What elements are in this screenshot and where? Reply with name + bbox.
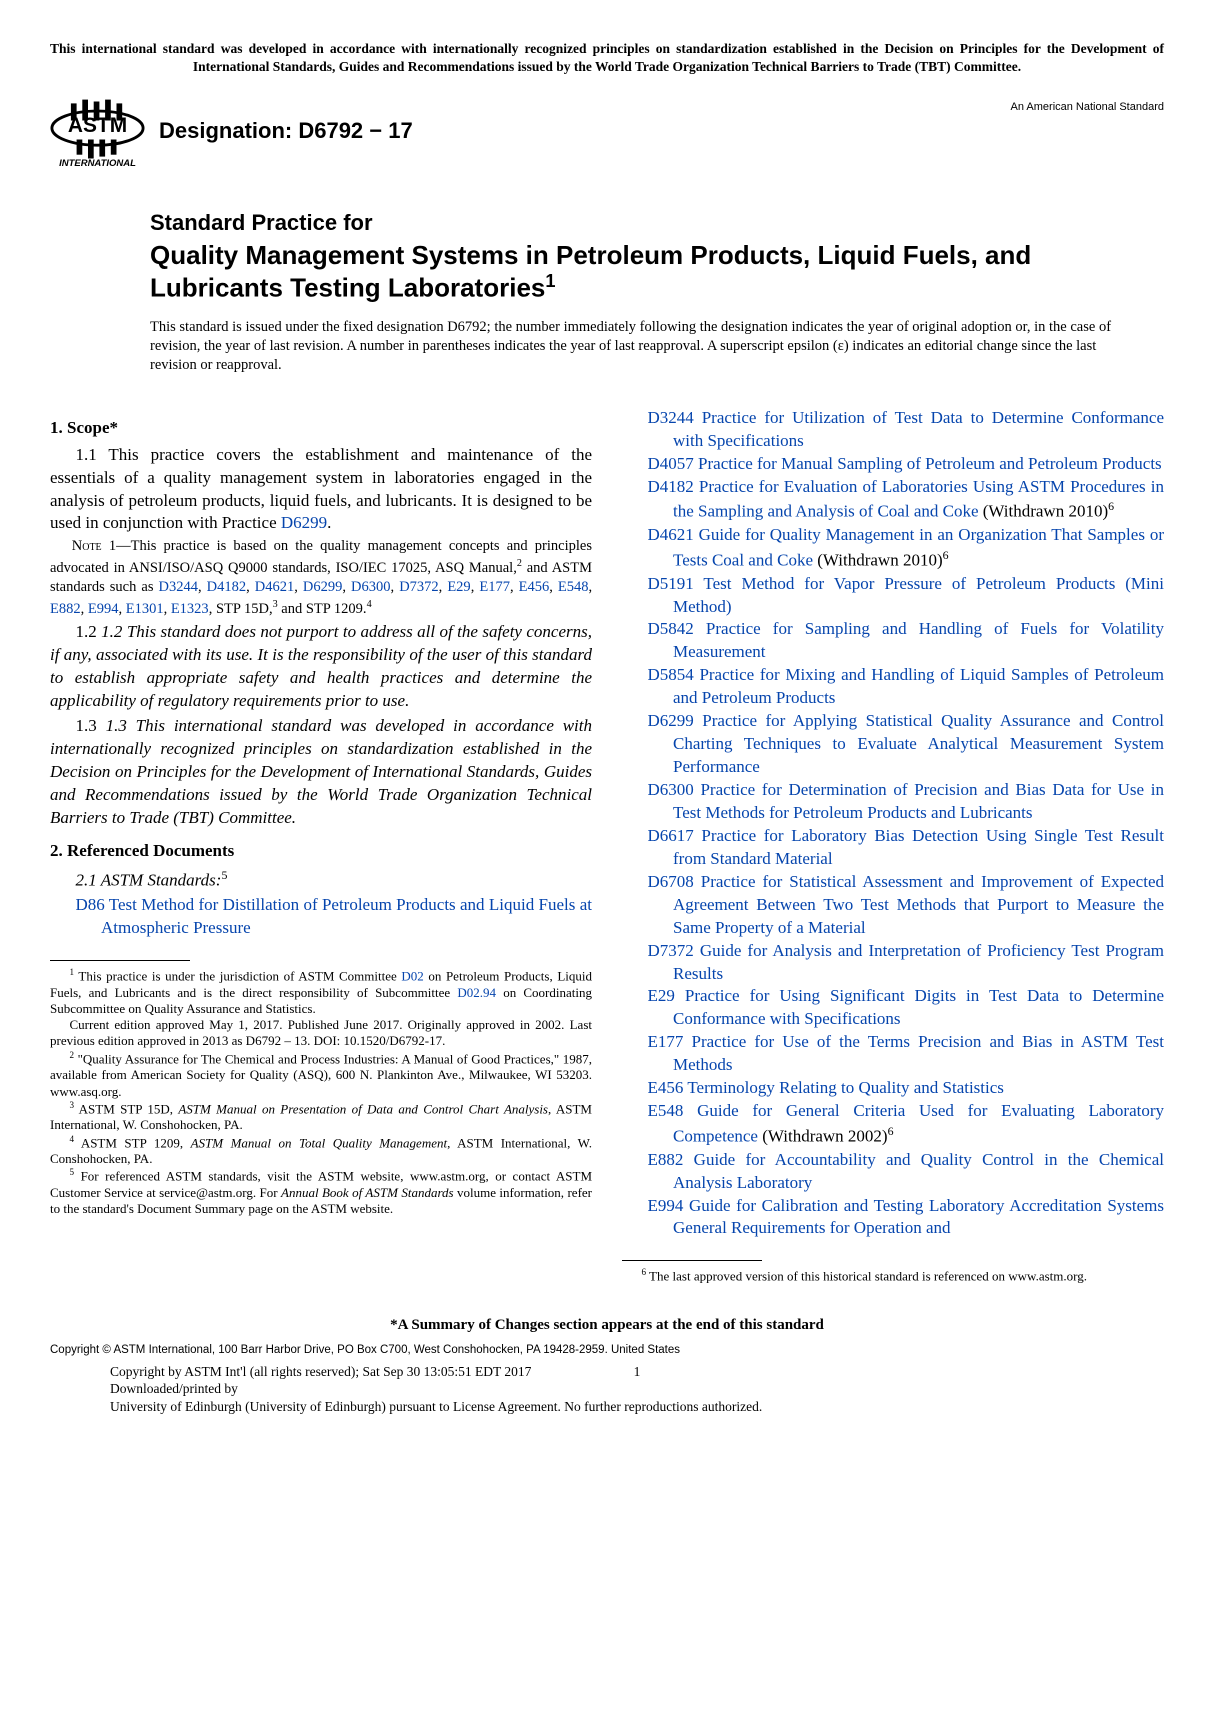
- link-d6300[interactable]: D6300: [351, 579, 390, 595]
- ref-d6617: D6617 Practice for Laboratory Bias Detec…: [622, 825, 1164, 871]
- ref-e548: E548 Guide for General Criteria Used for…: [622, 1100, 1164, 1149]
- footnote-1: 1 This practice is under the jurisdictio…: [50, 967, 592, 1017]
- link-e882[interactable]: E882: [50, 601, 81, 617]
- link-e548[interactable]: E548: [558, 579, 589, 595]
- link-e29[interactable]: E29: [648, 986, 675, 1005]
- footer-line-2: Downloaded/printed by: [110, 1380, 1164, 1398]
- link-d6299[interactable]: D6299: [281, 513, 327, 532]
- ref-d6300: D6300 Practice for Determination of Prec…: [622, 779, 1164, 825]
- link-d6299[interactable]: D6299: [648, 711, 694, 730]
- ref-d7372: D7372 Guide for Analysis and Interpretat…: [622, 940, 1164, 986]
- ref-e456: E456 Terminology Relating to Quality and…: [622, 1077, 1164, 1100]
- footer-line-1: Copyright by ASTM Int'l (all rights rese…: [110, 1364, 531, 1379]
- page-number: 1: [634, 1363, 641, 1381]
- link-e882[interactable]: E882: [648, 1150, 684, 1169]
- astm-logo: ASTM INTERNATIONAL: [50, 92, 145, 168]
- footer-block: Copyright by ASTM Int'l (all rights rese…: [110, 1363, 1164, 1416]
- svg-text:INTERNATIONAL: INTERNATIONAL: [59, 159, 136, 169]
- link-d7372[interactable]: D7372: [399, 579, 438, 595]
- ref-d5191: D5191 Test Method for Vapor Pressure of …: [622, 573, 1164, 619]
- ref-d4057: D4057 Practice for Manual Sampling of Pe…: [622, 453, 1164, 476]
- link-e994[interactable]: E994: [88, 601, 119, 617]
- link-d5191[interactable]: D5191: [648, 574, 694, 593]
- scope-1-3: 1.3 1.3 This international standard was …: [50, 715, 592, 830]
- link-d6708[interactable]: D6708: [648, 872, 694, 891]
- footnote-separator-right: [622, 1260, 762, 1261]
- link-e456[interactable]: E456: [648, 1078, 684, 1097]
- ref-e994: E994 Guide for Calibration and Testing L…: [622, 1195, 1164, 1241]
- ref-e29: E29 Practice for Using Significant Digit…: [622, 985, 1164, 1031]
- an-american-standard: An American National Standard: [1011, 100, 1164, 115]
- link-d4621[interactable]: D4621: [648, 525, 694, 544]
- ref-e177: E177 Practice for Use of the Terms Preci…: [622, 1031, 1164, 1077]
- header-row: ASTM INTERNATIONAL Designation: D6792 − …: [50, 92, 1164, 168]
- ref-d5854: D5854 Practice for Mixing and Handling o…: [622, 664, 1164, 710]
- left-column: 1. Scope* 1.1 This practice covers the e…: [50, 407, 592, 1285]
- footnote-4: 4 ASTM STP 1209, ASTM Manual on Total Qu…: [50, 1134, 592, 1168]
- link-d4182[interactable]: D4182: [207, 579, 246, 595]
- link-d86[interactable]: D86: [76, 895, 105, 914]
- link-d6299[interactable]: D6299: [303, 579, 342, 595]
- ref-d3244: D3244 Practice for Utilization of Test D…: [622, 407, 1164, 453]
- ref-e882: E882 Guide for Accountability and Qualit…: [622, 1149, 1164, 1195]
- pretitle: Standard Practice for: [150, 208, 1164, 238]
- link-e1301[interactable]: E1301: [126, 601, 164, 617]
- footnote-cont: Current edition approved May 1, 2017. Pu…: [50, 1017, 592, 1050]
- footnote-3: 3 ASTM STP 15D, ASTM Manual on Presentat…: [50, 1100, 592, 1134]
- issue-note: This standard is issued under the fixed …: [150, 318, 1124, 375]
- body-columns: 1. Scope* 1.1 This practice covers the e…: [50, 407, 1164, 1285]
- link-e177[interactable]: E177: [648, 1032, 684, 1051]
- link-e994[interactable]: E994: [648, 1196, 684, 1215]
- link-d4182[interactable]: D4182: [648, 477, 694, 496]
- link-d6617[interactable]: D6617: [648, 826, 694, 845]
- right-column: D3244 Practice for Utilization of Test D…: [622, 407, 1164, 1285]
- link-e177[interactable]: E177: [479, 579, 510, 595]
- top-notice: This international standard was develope…: [50, 40, 1164, 76]
- summary-note: *A Summary of Changes section appears at…: [50, 1315, 1164, 1335]
- note-1: Note 1—This practice is based on the qua…: [50, 537, 592, 619]
- footnote-5: 5 For referenced ASTM standards, visit t…: [50, 1167, 592, 1217]
- title-block: Standard Practice for Quality Management…: [150, 208, 1164, 304]
- footnote-separator: [50, 960, 190, 961]
- scope-1-2: 1.2 1.2 This standard does not purport t…: [50, 621, 592, 713]
- link-d3244[interactable]: D3244: [648, 408, 694, 427]
- ref-d6708: D6708 Practice for Statistical Assessmen…: [622, 871, 1164, 940]
- main-title: Quality Management Systems in Petroleum …: [150, 240, 1164, 304]
- scope-heading: 1. Scope*: [50, 417, 592, 440]
- link-d5842[interactable]: D5842: [648, 619, 694, 638]
- link-d3244[interactable]: D3244: [158, 579, 197, 595]
- ref-d6299: D6299 Practice for Applying Statistical …: [622, 710, 1164, 779]
- link-e1323[interactable]: E1323: [171, 601, 209, 617]
- refdoc-heading: 2. Referenced Documents: [50, 840, 592, 863]
- link-d5854[interactable]: D5854: [648, 665, 694, 684]
- link-d7372[interactable]: D7372: [648, 941, 694, 960]
- ref-d4182: D4182 Practice for Evaluation of Laborat…: [622, 476, 1164, 525]
- link-e456[interactable]: E456: [519, 579, 550, 595]
- footnote-2: 2 "Quality Assurance for The Chemical an…: [50, 1050, 592, 1100]
- link-d6300[interactable]: D6300: [648, 780, 694, 799]
- copyright-line: Copyright © ASTM International, 100 Barr…: [50, 1343, 1164, 1359]
- ref-d86: D86 Test Method for Distillation of Petr…: [50, 894, 592, 940]
- footer-line-3: University of Edinburgh (University of E…: [110, 1398, 1164, 1416]
- link-d4621[interactable]: D4621: [255, 579, 294, 595]
- link-d4057[interactable]: D4057: [648, 454, 694, 473]
- ref-d4621: D4621 Guide for Quality Management in an…: [622, 524, 1164, 573]
- link-e548[interactable]: E548: [648, 1101, 684, 1120]
- scope-1-1: 1.1 This practice covers the establishme…: [50, 444, 592, 536]
- designation: Designation: D6792 − 17: [159, 116, 413, 146]
- footnote-6: 6 The last approved version of this hist…: [622, 1267, 1164, 1285]
- link-e29[interactable]: E29: [447, 579, 470, 595]
- refdoc-sub: 2.1 ASTM Standards:5: [50, 867, 592, 893]
- ref-d5842: D5842 Practice for Sampling and Handling…: [622, 618, 1164, 664]
